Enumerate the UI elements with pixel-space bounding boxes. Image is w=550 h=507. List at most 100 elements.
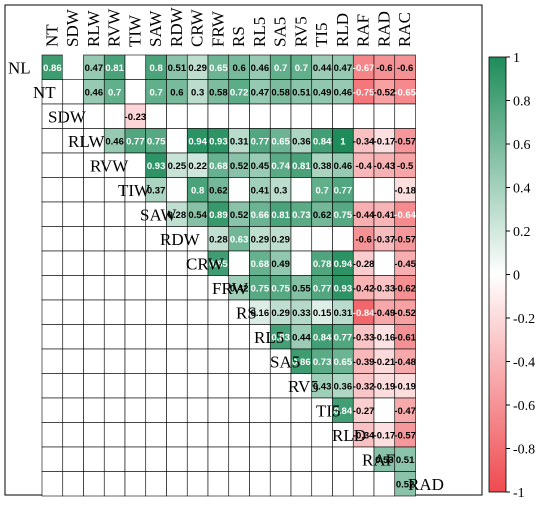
column-label: RLD: [333, 13, 352, 47]
heatmap-cell: [83, 348, 105, 374]
heatmap-cell: [62, 299, 84, 325]
colorbar-tick-label: 0.2: [513, 225, 531, 240]
cell-value-label: -0.62: [394, 283, 416, 294]
cell-value-label: 0.46: [105, 136, 124, 147]
cell-value-label: -0.37: [374, 234, 396, 245]
heatmap-cell: [124, 446, 147, 472]
column-label: RS: [229, 26, 248, 47]
heatmap-cell: [41, 422, 64, 448]
heatmap-cell: [124, 54, 147, 80]
heatmap-cell: [290, 177, 313, 203]
cell-value-label: 0.63: [230, 234, 249, 245]
heatmap-cell: [83, 226, 105, 252]
heatmap-cell: [186, 103, 209, 129]
column-label: RDW: [167, 6, 186, 47]
cell-value-label: 0.55: [292, 283, 311, 294]
heatmap-cell: [186, 373, 209, 399]
cell-value-label: 0.43: [313, 381, 332, 392]
cell-value-label: -0.39: [353, 357, 375, 368]
heatmap-cell: [124, 275, 147, 301]
heatmap-cell: [166, 177, 188, 203]
heatmap-cell: [332, 103, 354, 129]
cell-value-label: -0.19: [394, 381, 416, 392]
heatmap-cell: [103, 373, 126, 399]
heatmap-cell: [83, 422, 105, 448]
row-label: RLW: [68, 132, 105, 151]
heatmap-cell: [228, 103, 250, 129]
cell-value-label: 0.47: [85, 63, 104, 74]
cell-value-label: 0.52: [230, 161, 249, 172]
cell-value-label: 0.93: [209, 136, 228, 147]
heatmap-cell: [41, 446, 64, 472]
cell-value-label: 0.78: [313, 259, 332, 270]
cell-value-label: 0.77: [251, 136, 270, 147]
heatmap-cell: [290, 446, 313, 472]
heatmap-cell: [394, 103, 416, 129]
heatmap-cell: [166, 299, 188, 325]
cell-value-label: -0.33: [353, 332, 375, 343]
cell-value-label: -0.84: [353, 308, 375, 319]
cell-value-label: 0.36: [334, 381, 353, 392]
heatmap-cell: [166, 275, 188, 301]
column-label: RAF: [354, 14, 373, 47]
cell-value-label: 0.44: [292, 332, 311, 343]
heatmap-cell: [249, 348, 271, 374]
heatmap-cell: [103, 324, 126, 350]
cell-value-label: 0.75: [271, 283, 290, 294]
heatmap-cell: [83, 324, 105, 350]
cell-value-label: 0.25: [168, 161, 187, 172]
colorbar-tick-label: -0.2: [513, 312, 535, 327]
heatmap-cell: [166, 128, 188, 154]
colorbar-tick-label: -0.8: [513, 443, 535, 458]
cell-value-label: 0.51: [396, 455, 415, 466]
cell-value-label: 0.62: [313, 210, 332, 221]
row-label: CRW: [186, 254, 225, 273]
heatmap-cell: [249, 373, 271, 399]
cell-value-label: 0.31: [230, 136, 249, 147]
column-labels: NT SDW RLW RVW TIW SAW RDW CRW FRW RS RL5 SA5 RV5 TI5…: [42, 6, 414, 47]
cell-value-label: 0.47: [251, 87, 270, 98]
heatmap-cell: [166, 373, 188, 399]
cell-value-label: -0.34: [353, 430, 375, 441]
cell-value-label: 0.66: [251, 210, 270, 221]
cell-value-label: -0.57: [394, 234, 416, 245]
heatmap-cell: [373, 471, 396, 497]
cell-value-label: 0.3: [274, 185, 287, 196]
heatmap-cell: [124, 299, 147, 325]
cell-value-label: 0.46: [334, 87, 353, 98]
heatmap-cell: [207, 348, 230, 374]
heatmap-cell: [83, 275, 105, 301]
row-label: FRW: [212, 279, 249, 298]
column-label: RVW: [105, 8, 124, 47]
heatmap-cell: [207, 103, 230, 129]
column-label: SDW: [63, 8, 82, 47]
column-label: RAC: [395, 12, 414, 47]
heatmap-cell: [290, 471, 313, 497]
heatmap-cell: [145, 299, 167, 325]
heatmap-cell: [103, 299, 126, 325]
heatmap-cell: [103, 201, 126, 227]
heatmap-cell: [62, 446, 84, 472]
cell-value-label: -0.64: [394, 210, 416, 221]
heatmap-cell: [83, 397, 105, 423]
cell-value-label: 0.7: [274, 63, 287, 74]
heatmap-cell: [249, 446, 271, 472]
heatmap-cell: [124, 226, 147, 252]
row-label: RL5: [254, 328, 284, 347]
cell-value-label: 0.58: [209, 87, 228, 98]
heatmap-cell: [62, 324, 84, 350]
heatmap-cell: [290, 397, 313, 423]
heatmap-cell: [290, 226, 313, 252]
heatmap-cell: [41, 348, 64, 374]
cell-value-label: 0.65: [334, 357, 353, 368]
heatmap-cell: [186, 422, 209, 448]
heatmap-cell: [41, 250, 64, 276]
cell-value-label: 0.52: [396, 479, 415, 490]
cell-value-label: 0.77: [126, 136, 145, 147]
heatmap-cell: [166, 471, 188, 497]
heatmap-cell: [145, 348, 167, 374]
heatmap-cell: [145, 275, 167, 301]
colorbar-tick-label: 0.8: [513, 95, 531, 110]
heatmap-cell: [124, 422, 147, 448]
